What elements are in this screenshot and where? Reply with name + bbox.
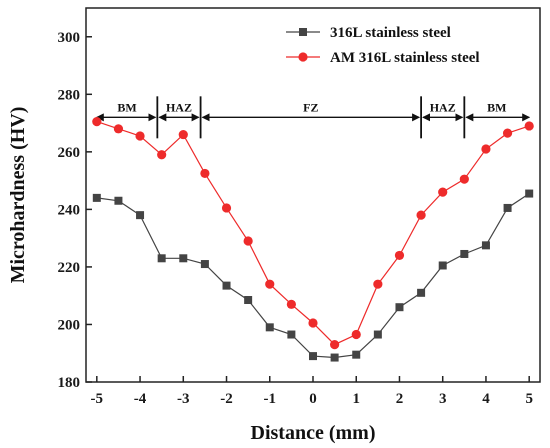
x-tick-label: 5 (525, 391, 533, 407)
zone-label: HAZ (166, 100, 192, 114)
x-tick-label: 3 (439, 391, 447, 407)
data-point-square (417, 288, 426, 297)
x-tick-label: -2 (220, 391, 233, 407)
x-tick-label: 1 (352, 391, 360, 407)
data-point-square (265, 323, 274, 332)
data-point-square (179, 254, 188, 263)
legend-label: AM 316L stainless steel (330, 50, 480, 66)
data-point-circle (394, 250, 405, 261)
data-point-circle (265, 279, 275, 289)
x-tick-label: 2 (396, 391, 404, 407)
data-point-square (114, 196, 123, 205)
data-point-square (92, 193, 101, 202)
data-point-circle (330, 340, 340, 350)
y-tick-label: 280 (58, 87, 81, 103)
data-point-circle (416, 210, 426, 220)
data-point-circle (438, 187, 448, 197)
data-point-square (481, 241, 490, 250)
data-point-square (157, 254, 166, 263)
zone-label: HAZ (430, 100, 456, 114)
data-point-square (287, 330, 296, 339)
y-tick-label: 220 (58, 260, 81, 276)
data-point-square (525, 189, 534, 198)
data-point-square (373, 330, 382, 339)
data-point-circle (113, 124, 124, 134)
series-line (96, 193, 530, 359)
data-point-square (352, 350, 361, 359)
data-point-circle (135, 131, 145, 141)
data-point-square (330, 353, 339, 362)
y-tick-label: 180 (58, 375, 81, 391)
data-point-circle (373, 279, 383, 289)
data-point-circle (459, 174, 469, 184)
legend-marker-circle (298, 52, 308, 62)
data-point-square (244, 296, 253, 305)
y-axis-ticks: 180 200 220 240 260 280 300 (58, 30, 92, 391)
data-point-circle (178, 129, 188, 140)
y-tick-label: 240 (58, 202, 81, 218)
y-tick-label: 200 (58, 317, 81, 333)
data-point-circle (157, 150, 167, 160)
legend-label: 316L stainless steel (330, 25, 451, 41)
y-axis-title: Microhardness (HV) (7, 107, 29, 284)
data-point-square (438, 261, 447, 270)
data-point-square (503, 203, 512, 212)
x-tick-label: 4 (482, 391, 490, 407)
data-point-square (222, 281, 231, 290)
data-point-circle (524, 121, 534, 131)
x-axis-title: Distance (mm) (251, 422, 376, 444)
data-point-circle (481, 144, 491, 154)
data-point-circle (221, 203, 232, 213)
data-point-square (395, 303, 404, 312)
x-tick-label: -4 (134, 391, 147, 407)
zone-annotations: BM HAZ FZ HAZ BM (95, 96, 531, 139)
data-point-circle (286, 299, 296, 309)
data-point-square (309, 352, 317, 361)
legend: 316L stainless steel AM 316L stainless st… (286, 25, 480, 66)
data-point-circle (200, 168, 210, 179)
x-axis-ticks: -5 -4 -3 -2 -1 0 1 2 3 4 5 (91, 376, 533, 407)
data-point-circle (308, 318, 318, 328)
zone-label: FZ (303, 100, 318, 114)
x-tick-label: -5 (91, 391, 104, 407)
zone-label: BM (487, 100, 506, 114)
y-tick-label: 300 (58, 30, 81, 46)
data-point-circle (92, 117, 102, 127)
data-series (92, 117, 534, 362)
data-point-square (200, 260, 209, 269)
y-tick-label: 260 (58, 145, 81, 161)
data-point-circle (351, 329, 361, 340)
x-tick-label: -1 (264, 391, 277, 407)
data-point-circle (243, 236, 253, 246)
data-point-circle (502, 128, 513, 138)
x-tick-label: 0 (309, 391, 317, 407)
data-point-square (136, 211, 145, 220)
legend-marker-square (299, 28, 307, 36)
zone-label: BM (117, 100, 136, 114)
data-point-square (460, 249, 469, 258)
x-tick-label: -3 (177, 391, 190, 407)
